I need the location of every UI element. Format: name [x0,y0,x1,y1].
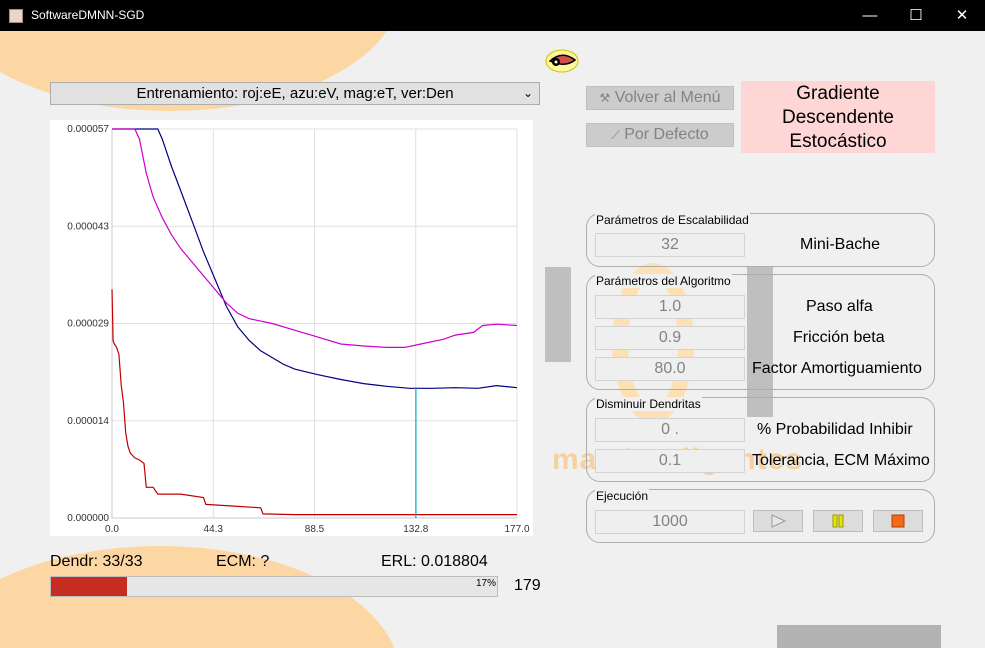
progress-percent: 17% [475,578,496,589]
defaults-label: Por Defecto [624,126,709,143]
beta-friction-label: Fricción beta [793,329,885,346]
alpha-step-label: Paso alfa [806,298,873,315]
x-tick-label: 177.0 [504,524,529,535]
window-title: SoftwareDMNN-SGD [31,8,145,22]
stop-button[interactable] [873,510,923,532]
x-tick-label: 0.0 [105,524,119,535]
magenta-series-line [112,128,518,348]
algorithm-params-group: Parámetros del Algoritmo 1.0 Paso alfa 0… [586,274,935,390]
x-tick-label: 132.8 [403,524,428,535]
close-button[interactable]: ✕ [955,7,969,24]
blue-series-line [112,128,518,389]
y-tick-label: 0.000057 [67,124,109,135]
group-title: Parámetros de Escalabilidad [595,213,750,227]
title-bar: SoftwareDMNN-SGD — ☐ ✕ [0,0,985,31]
algorithm-name-box: Gradiente Descendente Estocástico [741,81,935,153]
back-to-menu-label: Volver al Menú [614,89,721,106]
algorithm-name-line: Gradiente [796,83,880,104]
beta-friction-field[interactable]: 0.9 [595,326,745,350]
algorithm-name-line: Descendente [782,107,894,128]
dendrites-count: Dendr: 33/33 [50,553,143,570]
damping-factor-label: Factor Amortiguamiento [752,360,922,377]
brush-icon: ⟋ [611,128,620,142]
wrench-icon: ⚒ [599,91,611,105]
play-button[interactable] [753,510,803,532]
training-error-chart: 0.0 44.3 88.5 132.8 177.0 0.000057 0.000043 0.0… [50,120,533,536]
y-tick-label: 0.000000 [67,513,109,524]
scalability-group: Parámetros de Escalabilidad 32 Mini-Bach… [586,213,935,267]
inhibit-probability-field[interactable]: 0 . [595,418,745,442]
minimize-button[interactable]: — [862,7,878,24]
training-progress-bar: 17% [50,576,498,597]
bottom-panel [777,625,941,648]
epochs-field[interactable]: 1000 [595,510,745,534]
progress-fill [51,577,127,596]
watermark-shape [747,267,773,417]
group-title: Ejecución [595,489,650,503]
play-icon [771,514,787,528]
chevron-down-icon: ⌄ [522,86,533,100]
pause-button[interactable] [813,510,863,532]
ecm-value: ECM: ? [216,553,270,570]
algorithm-name-line: Estocástico [789,131,887,152]
maximize-button[interactable]: ☐ [909,7,923,24]
y-tick-label: 0.000029 [67,319,109,330]
red-series-line [111,289,517,516]
stop-icon [891,514,905,528]
alpha-step-field[interactable]: 1.0 [595,295,745,319]
y-tick-label: 0.000014 [67,416,109,427]
defaults-button[interactable]: ⟋ Por Defecto [586,123,734,147]
inhibit-probability-label: % Probabilidad Inhibir [757,421,913,438]
client-area: mas Inteligentes Entrenamiento: roj:eE, … [0,31,985,648]
dropdown-value: Entrenamiento: roj:eE, azu:eV, mag:eT, v… [136,85,454,102]
eye-logo-icon [545,49,579,73]
execution-group: Ejecución 1000 [586,489,935,543]
mini-batch-field[interactable]: 32 [595,233,745,257]
damping-factor-field[interactable]: 80.0 [595,357,745,381]
iteration-count: 179 [514,577,541,594]
app-icon [9,9,23,23]
group-title: Disminuir Dendritas [595,397,702,411]
back-to-menu-button[interactable]: ⚒ Volver al Menú [586,86,734,110]
x-tick-label: 88.5 [305,524,325,535]
dendrites-group: Disminuir Dendritas 0 . % Probabilidad I… [586,397,935,482]
watermark-shape [545,267,571,362]
tolerance-label: Tolerancia, ECM Máximo [752,452,930,469]
pause-icon [832,514,844,528]
mini-batch-label: Mini-Bache [800,236,881,253]
tolerance-field[interactable]: 0.1 [595,449,745,473]
x-tick-label: 44.3 [204,524,224,535]
erl-value: ERL: 0.018804 [381,553,488,570]
y-tick-label: 0.000043 [67,221,109,232]
group-title: Parámetros del Algoritmo [595,274,732,288]
chart-selector-dropdown[interactable]: Entrenamiento: roj:eE, azu:eV, mag:eT, v… [50,82,540,105]
